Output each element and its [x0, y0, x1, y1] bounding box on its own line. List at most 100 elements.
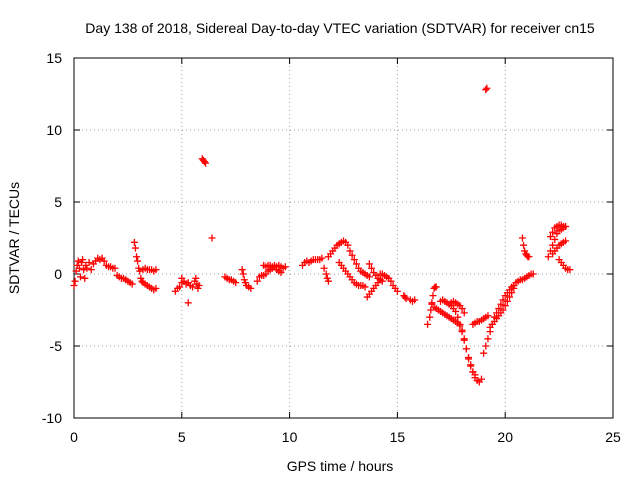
data-point: [549, 228, 557, 236]
data-point: [346, 247, 354, 255]
data-point: [467, 361, 475, 369]
data-point: [401, 293, 409, 301]
data-point: [131, 244, 139, 252]
data-point: [452, 307, 460, 315]
data-point: [111, 264, 119, 272]
data-point: [387, 277, 395, 285]
data-point: [484, 335, 492, 343]
data-point: [499, 306, 507, 314]
data-point: [551, 235, 559, 243]
data-point: [508, 289, 516, 297]
data-point: [79, 256, 87, 264]
data-point: [134, 257, 142, 265]
data-point: [365, 273, 373, 281]
data-point: [499, 296, 507, 304]
x-tick-label: 15: [390, 429, 406, 445]
data-point: [189, 283, 197, 291]
x-tick-label: 0: [70, 429, 78, 445]
data-point: [253, 277, 261, 285]
data-point: [482, 342, 490, 350]
data-points: [70, 84, 574, 386]
data-point: [320, 264, 328, 272]
data-point: [549, 241, 557, 249]
data-point: [100, 257, 108, 265]
data-point: [208, 234, 216, 242]
data-point: [80, 266, 88, 274]
data-point: [518, 234, 526, 242]
x-axis-label: GPS time / hours: [287, 458, 394, 474]
data-point: [460, 309, 468, 317]
data-point: [566, 266, 574, 274]
data-point: [318, 254, 326, 262]
data-point: [501, 302, 509, 310]
data-point: [128, 280, 136, 288]
data-point: [81, 274, 89, 282]
data-point: [281, 263, 289, 271]
data-point: [70, 282, 78, 290]
data-point: [136, 267, 144, 275]
data-point: [465, 354, 473, 362]
data-point: [458, 328, 466, 336]
data-point: [152, 284, 160, 292]
data-point: [83, 264, 91, 272]
data-point: [133, 253, 141, 261]
data-point: [469, 368, 477, 376]
grid: [74, 58, 613, 418]
data-point: [75, 264, 83, 272]
x-tick-label: 10: [282, 429, 298, 445]
data-point: [368, 264, 376, 272]
data-point: [495, 305, 503, 313]
data-point: [239, 270, 247, 278]
data-point: [426, 313, 434, 321]
data-point: [184, 299, 192, 307]
data-point: [544, 253, 552, 261]
data-point: [192, 274, 200, 282]
y-tick-label: -10: [42, 410, 62, 426]
data-point: [503, 297, 511, 305]
data-point: [348, 251, 356, 259]
data-point: [402, 294, 410, 302]
data-point: [482, 86, 490, 94]
data-point: [480, 349, 488, 357]
data-point: [176, 283, 184, 291]
data-point: [497, 300, 505, 308]
y-tick-label: -5: [50, 338, 63, 354]
data-point: [484, 312, 492, 320]
data-point: [460, 336, 468, 344]
data-point: [365, 260, 373, 268]
axis-ticks: 0 5 10 15 20 25 -10 -5 0 5 10 15: [42, 50, 621, 445]
data-point: [195, 282, 203, 290]
x-tick-label: 25: [605, 429, 621, 445]
data-point: [76, 273, 84, 281]
y-tick-label: 5: [54, 194, 62, 210]
y-tick-label: 15: [46, 50, 62, 66]
data-point: [71, 277, 79, 285]
data-point: [238, 266, 246, 274]
data-point: [130, 238, 138, 246]
data-point: [429, 292, 437, 300]
x-tick-label: 20: [497, 429, 513, 445]
data-point: [324, 277, 332, 285]
y-tick-label: 10: [46, 122, 62, 138]
data-point: [529, 270, 537, 278]
data-point: [202, 159, 210, 167]
data-point: [378, 277, 386, 285]
data-point: [350, 256, 358, 264]
data-point: [424, 320, 432, 328]
x-tick-label: 5: [178, 429, 186, 445]
y-axis-label: SDTVAR / TECUs: [6, 182, 22, 294]
data-point: [432, 283, 440, 291]
data-point: [200, 158, 208, 166]
data-point: [361, 283, 369, 291]
data-point: [85, 258, 93, 266]
data-point: [322, 270, 330, 278]
data-point: [520, 241, 528, 249]
data-point: [232, 279, 240, 287]
data-point: [411, 296, 419, 304]
data-point: [74, 257, 82, 265]
data-point: [506, 293, 514, 301]
data-point: [562, 237, 570, 245]
plot-frame: [73, 57, 614, 419]
data-point: [477, 375, 485, 383]
